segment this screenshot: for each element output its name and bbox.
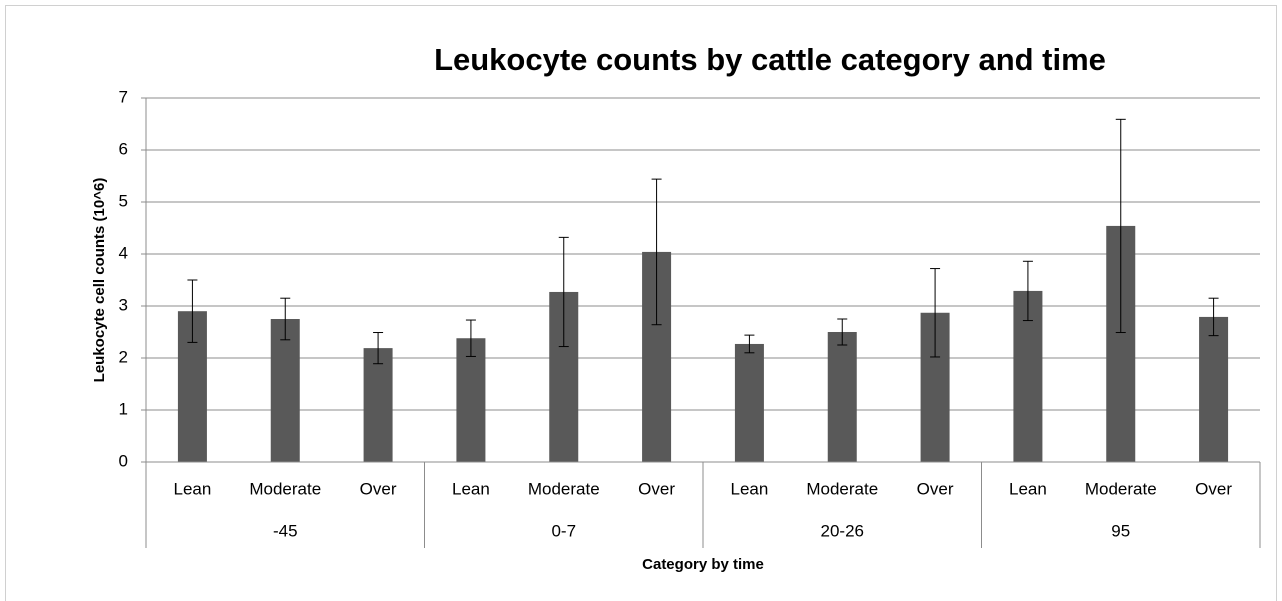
error-bar — [1115, 118, 1126, 334]
y-axis-label: Leukocyte cell counts (10^6) — [91, 178, 108, 383]
x-axis-label: Category by time — [642, 556, 764, 573]
error-bar — [1208, 297, 1219, 337]
bar — [827, 332, 857, 462]
error-bar — [930, 268, 941, 358]
chart-frame — [5, 5, 1277, 601]
error-bar — [373, 332, 384, 365]
x-tick-label: Lean — [731, 479, 769, 498]
y-tick-label: 3 — [119, 295, 128, 314]
bar — [270, 319, 300, 462]
error-bar — [465, 319, 476, 357]
error-bar — [651, 178, 662, 326]
chart-title: Leukocyte counts by cattle category and … — [434, 42, 1106, 77]
x-tick-label: Lean — [452, 479, 490, 498]
y-tick-label: 5 — [119, 191, 128, 210]
x-tick-label: Lean — [174, 479, 212, 498]
y-tick-label: 6 — [119, 139, 128, 158]
y-tick-label: 7 — [119, 87, 128, 106]
x-tick-label: Lean — [1009, 479, 1047, 498]
y-tick-label: 2 — [119, 347, 128, 366]
x-tick-label: Over — [360, 479, 397, 498]
y-tick-label: 0 — [119, 451, 128, 470]
error-bar — [1022, 260, 1033, 322]
x-tick-label: Over — [1195, 479, 1232, 498]
bar — [734, 343, 764, 462]
x-tick-label: Moderate — [528, 479, 600, 498]
error-bar — [187, 279, 198, 343]
x-tick-label: Moderate — [1085, 479, 1157, 498]
bar — [1199, 316, 1229, 462]
y-tick-label: 4 — [119, 243, 128, 262]
group-label: 20-26 — [821, 521, 864, 540]
x-tick-label: Moderate — [806, 479, 878, 498]
group-label: -45 — [273, 521, 298, 540]
group-label: 0-7 — [551, 521, 576, 540]
group-label: 95 — [1111, 521, 1130, 540]
error-bar — [280, 297, 291, 341]
x-tick-label: Over — [638, 479, 675, 498]
y-tick-label: 1 — [119, 399, 128, 418]
bar — [363, 348, 393, 462]
error-bar — [558, 236, 569, 348]
error-bar — [744, 334, 755, 354]
error-bar — [837, 318, 848, 346]
x-tick-label: Moderate — [249, 479, 321, 498]
x-tick-label: Over — [917, 479, 954, 498]
bar — [456, 338, 486, 462]
